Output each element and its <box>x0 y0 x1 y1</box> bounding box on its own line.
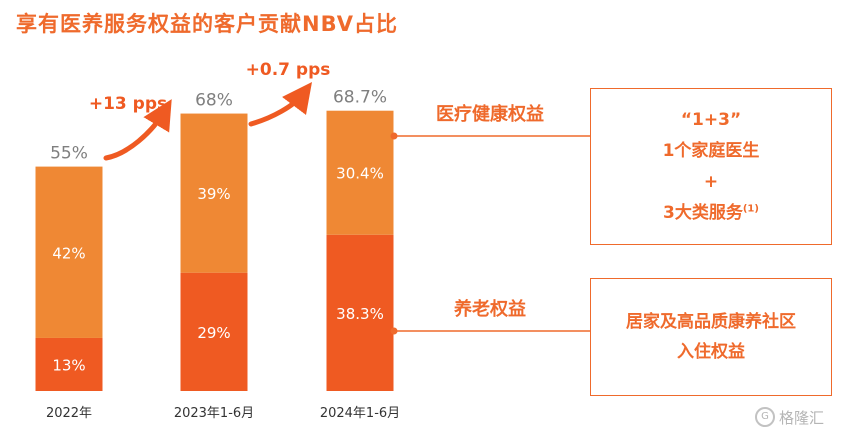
data-label-medical: 30.4% <box>336 165 384 183</box>
growth-annotation: +13 pps <box>89 94 167 114</box>
category-label: 2022年 <box>45 406 93 421</box>
box2-line2: 入住权益 <box>677 342 745 362</box>
bar-segment-medical <box>180 113 248 273</box>
bar-segment-elderly <box>326 234 394 391</box>
data-label-elderly: 38.3% <box>336 305 384 323</box>
box1-line4: 3大类服务 <box>663 202 743 223</box>
legend-label-elderly: 养老权益 <box>453 298 526 320</box>
data-label-medical: 42% <box>52 244 85 262</box>
data-label-medical: 39% <box>197 185 230 203</box>
box1-line3: + <box>703 171 719 192</box>
total-label: 55% <box>50 144 88 164</box>
total-label: 68.7% <box>333 88 387 108</box>
connector-dot-elderly <box>390 327 398 335</box>
box2-line1: 居家及高品质康养社区 <box>626 312 796 332</box>
bar-segment-elderly <box>35 337 103 391</box>
box1-line4-wrap: 3大类服务(1) <box>663 198 759 229</box>
watermark: G 格隆汇 <box>755 404 837 430</box>
legend-label-medical: 医疗健康权益 <box>436 103 544 125</box>
category-label: 2024年1-6月 <box>319 406 401 421</box>
total-label: 68% <box>195 91 233 111</box>
data-label-elderly: 29% <box>197 324 230 342</box>
growth-annotation: +0.7 pps <box>246 60 331 80</box>
data-label-elderly: 13% <box>52 356 85 374</box>
growth-arrow-icon <box>103 99 172 161</box>
elderly-benefit-box: 居家及高品质康养社区 入住权益 <box>590 278 832 396</box>
bar-segment-elderly <box>180 272 248 391</box>
box1-footnote: (1) <box>742 202 759 214</box>
bar-segment-medical <box>326 110 394 235</box>
gelonghui-logo-icon: G <box>755 407 775 427</box>
box1-line2: 1个家庭医生 <box>662 140 760 161</box>
box1-line1: “1+3” <box>680 109 742 130</box>
category-label: 2023年1-6月 <box>173 406 255 421</box>
connector-dot-medical <box>390 132 398 140</box>
watermark-text: 格隆汇 <box>779 408 825 427</box>
page-title: 享有医养服务权益的客户贡献NBV占比 <box>16 12 398 36</box>
bar-segment-medical <box>35 166 103 338</box>
medical-benefit-box: “1+3” 1个家庭医生 + 3大类服务(1) <box>590 88 832 245</box>
growth-arrow-icon <box>248 82 313 127</box>
